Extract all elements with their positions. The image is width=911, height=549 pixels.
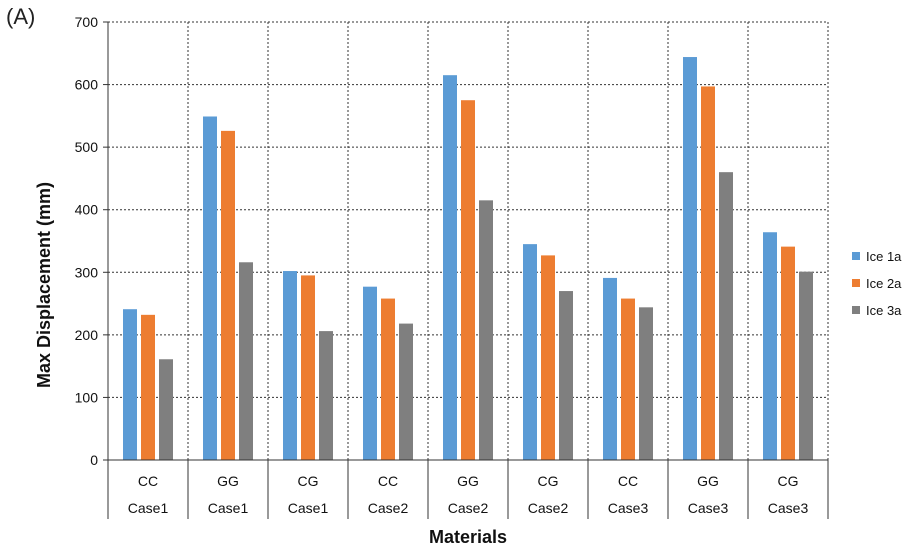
bar-ice-2a-2: [301, 275, 315, 460]
bar-ice-2a-5: [541, 255, 555, 460]
legend: Ice 1a Ice 2a Ice 3a: [852, 249, 902, 318]
bar-ice-1a-0: [123, 309, 137, 460]
y-tick-label: 300: [75, 264, 99, 280]
x-tick-label-material: CC: [618, 473, 638, 489]
bar-ice-3a-5: [559, 291, 573, 460]
x-tick-label-case: Case3: [608, 500, 649, 516]
legend-label: Ice 3a: [866, 303, 902, 318]
legend-swatch: [852, 306, 860, 314]
x-tick-label-case: Case2: [368, 500, 409, 516]
bar-ice-3a-2: [319, 331, 333, 460]
x-tick-label-material: GG: [697, 473, 719, 489]
x-tick-label-case: Case2: [528, 500, 569, 516]
x-tick-label-case: Case1: [288, 500, 329, 516]
x-tick-label-material: CG: [538, 473, 559, 489]
bar-ice-2a-0: [141, 314, 155, 460]
bar-ice-1a-1: [203, 116, 217, 461]
bars: [123, 57, 813, 461]
x-tick-label-case: Case1: [208, 500, 249, 516]
legend-swatch: [852, 252, 860, 260]
y-tick-label: 400: [75, 202, 99, 218]
bar-ice-2a-1: [221, 130, 235, 461]
bar-ice-3a-1: [239, 262, 253, 460]
bar-ice-1a-5: [523, 244, 537, 460]
bar-ice-3a-3: [399, 323, 413, 460]
bar-ice-1a-7: [683, 57, 697, 460]
bar-ice-2a-4: [461, 100, 475, 460]
bar-ice-2a-3: [381, 298, 395, 460]
x-tick-label-case: Case3: [688, 500, 729, 516]
x-tick-label-material: CC: [378, 473, 398, 489]
bar-ice-1a-4: [443, 75, 457, 460]
bar-ice-3a-0: [159, 359, 173, 460]
bar-ice-3a-8: [799, 271, 813, 460]
bar-ice-2a-7: [701, 86, 715, 460]
legend-label: Ice 1a: [866, 249, 902, 264]
x-tick-label-case: Case3: [768, 500, 809, 516]
bar-ice-3a-7: [719, 172, 733, 460]
category-table: CC Case1 GG Case1 CG Case1 CC Case2 GG Case2 CG Cas…: [107, 460, 829, 519]
y-tick-label: 100: [75, 389, 99, 405]
legend-swatch: [852, 279, 860, 287]
bar-ice-1a-8: [763, 232, 777, 460]
x-tick-label-case: Case1: [128, 500, 169, 516]
y-tick-label: 0: [90, 452, 98, 468]
x-tick-label-material: GG: [217, 473, 239, 489]
x-tick-label-material: CG: [298, 473, 319, 489]
bar-ice-2a-8: [781, 246, 795, 460]
x-tick-label-case: Case2: [448, 500, 489, 516]
legend-label: Ice 2a: [866, 276, 902, 291]
x-tick-label-material: GG: [457, 473, 479, 489]
bar-ice-1a-3: [363, 286, 377, 460]
axes: [103, 21, 828, 461]
x-tick-label-material: CG: [778, 473, 799, 489]
y-tick-label: 200: [75, 327, 99, 343]
x-tick-label-material: CC: [138, 473, 158, 489]
y-tick-label: 700: [75, 14, 99, 30]
y-axis-label: Max Displacement (mm): [34, 182, 54, 388]
tick-labels: 0 100 200 300 400 500 600 700: [75, 14, 99, 468]
x-axis-label: Materials: [429, 527, 507, 547]
bar-ice-3a-4: [479, 200, 493, 461]
bar-ice-1a-2: [283, 271, 297, 460]
panel-label: (A): [6, 4, 36, 29]
bar-ice-2a-6: [621, 298, 635, 460]
bar-ice-1a-6: [603, 277, 617, 460]
y-tick-label: 500: [75, 139, 99, 155]
bar-ice-3a-6: [639, 307, 653, 460]
y-tick-label: 600: [75, 77, 99, 93]
